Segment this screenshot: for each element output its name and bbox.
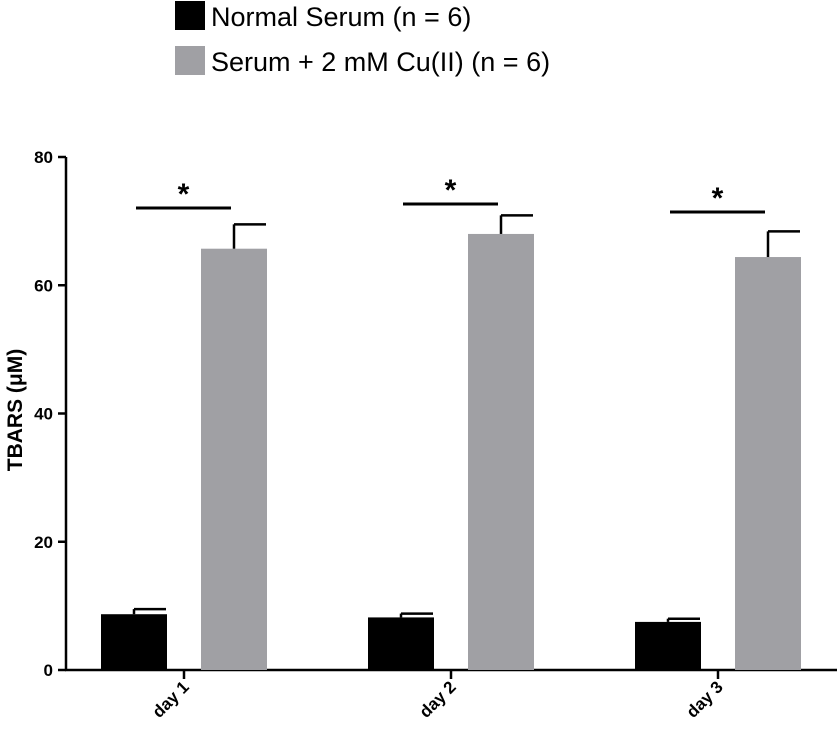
significance-asterisk: * xyxy=(178,178,190,211)
y-tick-label: 20 xyxy=(34,533,53,552)
legend-label: Normal Serum (n = 6) xyxy=(211,2,471,32)
y-ticks: 0 20 40 60 80 xyxy=(34,148,66,680)
significance-markers: * * * xyxy=(136,174,765,215)
bar-normal-serum-1 xyxy=(101,614,167,670)
bar-serum-cu-3 xyxy=(735,257,801,670)
axes: TBARS (μM) xyxy=(4,157,837,672)
legend-swatch xyxy=(175,46,205,75)
significance-asterisk: * xyxy=(712,182,724,215)
bar-normal-serum-2 xyxy=(368,617,434,670)
y-tick-label: 40 xyxy=(34,405,53,424)
legend-label: Serum + 2 mM Cu(II) (n = 6) xyxy=(211,47,550,77)
legend-swatch xyxy=(175,1,205,30)
y-tick-label: 0 xyxy=(44,661,53,680)
x-tick-label: day 1 xyxy=(149,677,193,721)
significance-asterisk: * xyxy=(445,174,457,207)
x-tick-label: day 2 xyxy=(416,677,460,721)
bar-serum-cu-1 xyxy=(201,248,267,671)
bar-normal-serum-3 xyxy=(635,621,701,670)
y-axis-title: TBARS (μM) xyxy=(4,349,27,472)
bars xyxy=(101,233,801,671)
y-tick-label: 80 xyxy=(34,148,53,167)
error-bars xyxy=(132,214,800,622)
y-tick-label: 60 xyxy=(34,276,53,295)
bar-serum-cu-2 xyxy=(468,233,534,670)
x-ticks: day 1 day 2 day 3 xyxy=(149,670,727,722)
legend: Normal Serum (n = 6) Serum + 2 mM Cu(II) … xyxy=(175,1,550,77)
x-tick-label: day 3 xyxy=(683,677,727,721)
